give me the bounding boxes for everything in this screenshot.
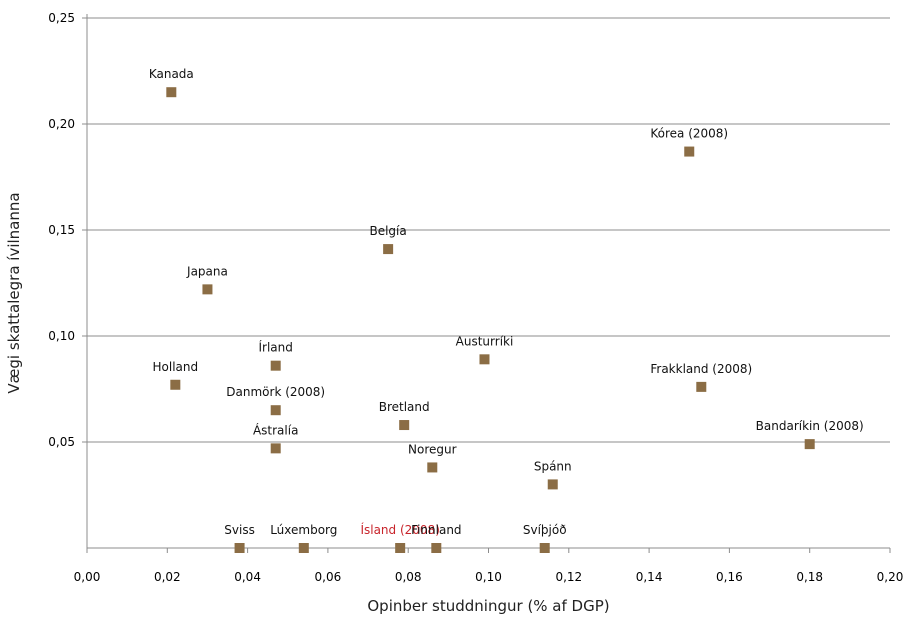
point-label: Kórea (2008) xyxy=(650,127,728,141)
data-point xyxy=(202,284,213,295)
data-point xyxy=(270,443,281,454)
point-label: Svíþjóð xyxy=(523,523,567,537)
x-tick-label: 0,06 xyxy=(315,570,342,584)
x-tick-labels: 0,00 0,02 0,04 0,06 0,08 0,10 0,12 0,14 0,16 0,18… xyxy=(74,570,904,584)
data-points xyxy=(166,87,815,553)
point-label: Ísland (2008) xyxy=(360,522,439,537)
point-label: Frakkland (2008) xyxy=(650,362,752,376)
point-label: Belgía xyxy=(369,224,406,238)
data-point xyxy=(383,244,394,255)
point-label: Holland xyxy=(153,360,199,374)
point-labels: Kanada Kórea (2008) Belgía Japana Írland Aust… xyxy=(149,67,864,537)
data-point xyxy=(479,354,490,365)
x-tick-label: 0,04 xyxy=(234,570,261,584)
point-label: Ástralía xyxy=(253,422,298,437)
data-point xyxy=(270,405,281,416)
x-tick-label: 0,12 xyxy=(555,570,582,584)
x-tick-label: 0,14 xyxy=(636,570,663,584)
data-point xyxy=(547,479,558,490)
data-point xyxy=(399,420,410,431)
y-tick-label: 0,15 xyxy=(48,223,75,237)
data-point xyxy=(804,439,815,450)
y-tick-labels: 0,05 0,10 0,15 0,20 0,25 xyxy=(48,11,75,449)
point-label: Írland xyxy=(259,340,293,355)
point-label: Bandaríkin (2008) xyxy=(756,419,864,433)
point-label: Finnland xyxy=(411,523,461,537)
data-point xyxy=(270,360,281,371)
data-point xyxy=(234,543,245,553)
point-label: Spánn xyxy=(534,459,572,473)
point-label: Japana xyxy=(186,264,228,278)
data-point xyxy=(298,543,309,553)
y-tick-label: 0,10 xyxy=(48,329,75,343)
y-tick-label: 0,05 xyxy=(48,435,75,449)
point-label: Noregur xyxy=(408,442,457,456)
x-tick-label: 0,00 xyxy=(74,570,101,584)
data-point xyxy=(684,146,695,157)
data-point xyxy=(170,379,181,390)
x-tick-label: 0,18 xyxy=(796,570,823,584)
point-label: Kanada xyxy=(149,67,194,81)
point-label: Bretland xyxy=(379,400,430,414)
y-tick-label: 0,20 xyxy=(48,117,75,131)
data-point xyxy=(431,543,442,553)
point-label: Lúxemborg xyxy=(270,523,337,537)
y-tick-label: 0,25 xyxy=(48,11,75,25)
point-label: Danmörk (2008) xyxy=(226,385,325,399)
x-tick-label: 0,02 xyxy=(154,570,181,584)
point-label: Austurríki xyxy=(456,334,514,348)
data-point xyxy=(539,543,550,553)
y-axis-title: Vægi skattalegra ívilnanna xyxy=(5,192,23,393)
data-point xyxy=(696,381,707,392)
data-point xyxy=(395,543,406,553)
x-tick-label: 0,08 xyxy=(395,570,422,584)
point-label: Sviss xyxy=(224,523,255,537)
x-axis-title: Opinber studdningur (% af DGP) xyxy=(367,597,609,615)
x-tick-label: 0,20 xyxy=(877,570,904,584)
data-point xyxy=(166,87,177,98)
x-tick-label: 0,16 xyxy=(716,570,743,584)
axes xyxy=(82,14,891,553)
gridlines xyxy=(87,17,890,443)
data-point xyxy=(427,462,438,473)
x-tick-label: 0,10 xyxy=(475,570,502,584)
